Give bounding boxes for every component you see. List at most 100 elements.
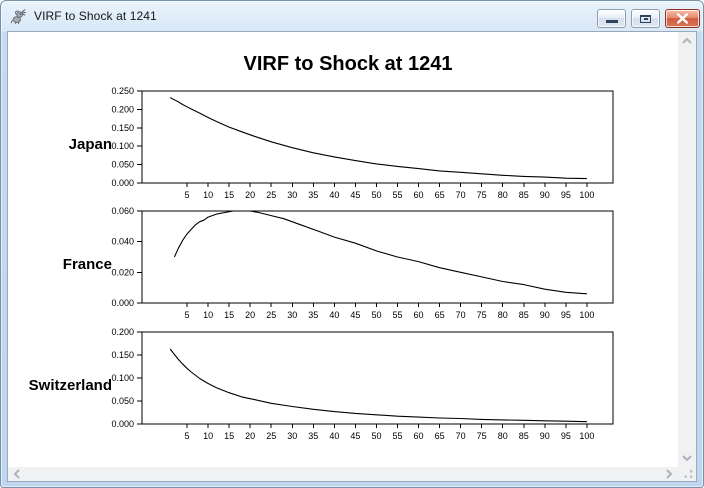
maximize-button[interactable]: [631, 9, 660, 28]
x-tick-label: 80: [498, 190, 508, 200]
x-tick-label: 20: [245, 431, 255, 441]
x-tick-label: 35: [308, 190, 318, 200]
horizontal-scrollbar[interactable]: [8, 467, 678, 481]
x-tick-label: 60: [414, 431, 424, 441]
series-line: [173, 210, 587, 295]
x-axis: 5 10 15 20 25 30 35 40 45 50 55 60 65 70 75 80 85 90 95 100: [185, 183, 594, 200]
x-tick-label: 90: [540, 190, 550, 200]
x-tick-label: 40: [329, 190, 339, 200]
resize-grip-icon[interactable]: [678, 467, 696, 481]
x-tick-label: 20: [245, 190, 255, 200]
x-tick-label: 5: [185, 310, 190, 320]
x-tick-label: 35: [308, 310, 318, 320]
x-tick-label: 70: [456, 190, 466, 200]
maximize-icon: [640, 14, 651, 23]
plot-box: [141, 331, 614, 425]
plot-box: [141, 210, 614, 304]
y-tick-label: 0.100: [111, 141, 134, 151]
chevron-left-icon[interactable]: [13, 468, 21, 480]
x-tick-label: 65: [435, 190, 445, 200]
x-axis: 5 10 15 20 25 30 35 40 45 50 55 60 65 70 75 80 85 90 95 100: [185, 303, 594, 320]
series-line: [169, 348, 587, 423]
y-axis: 0.000 0.020 0.040 0.060: [111, 206, 142, 308]
x-tick-label: 50: [371, 190, 381, 200]
x-tick-label: 30: [287, 431, 297, 441]
chart-switzerland: 0.000 0.050 0.100 0.150 0.200 5 10 15 20 25 30 35 40…: [111, 327, 614, 441]
y-tick-label: 0.100: [111, 373, 134, 383]
x-tick-label: 10: [203, 431, 213, 441]
graph-window-content: VIRF to Shock at 1241 Japan 0.000 0.050 0.…: [7, 31, 697, 482]
title-bar[interactable]: VIRF to Shock at 1241: [1, 1, 703, 31]
y-tick-label: 0.150: [111, 123, 134, 133]
x-tick-label: 20: [245, 310, 255, 320]
graph-canvas: VIRF to Shock at 1241 Japan 0.000 0.050 0.…: [8, 32, 678, 467]
plot-box: [141, 90, 614, 184]
series-line: [169, 97, 587, 180]
x-tick-label: 35: [308, 431, 318, 441]
chevron-up-icon[interactable]: [681, 37, 693, 45]
x-tick-label: 100: [579, 190, 594, 200]
x-tick-label: 70: [456, 310, 466, 320]
x-tick-label: 25: [266, 431, 276, 441]
x-tick-label: 75: [477, 190, 487, 200]
y-tick-label: 0.000: [111, 419, 134, 429]
row-label-france: France: [62, 256, 112, 273]
x-tick-label: 40: [329, 310, 339, 320]
x-tick-label: 85: [519, 431, 529, 441]
x-axis: 5 10 15 20 25 30 35 40 45 50 55 60 65 70 75 80 85 90 95 100: [185, 424, 594, 441]
chevron-down-icon[interactable]: [681, 454, 693, 462]
x-tick-label: 45: [350, 431, 360, 441]
x-tick-label: 10: [203, 310, 213, 320]
x-tick-label: 65: [435, 310, 445, 320]
x-tick-label: 75: [477, 431, 487, 441]
chevron-right-icon[interactable]: [665, 468, 673, 480]
x-tick-label: 55: [392, 190, 402, 200]
x-tick-label: 25: [266, 310, 276, 320]
x-tick-label: 95: [561, 190, 571, 200]
y-tick-label: 0.200: [111, 104, 134, 114]
x-tick-label: 60: [414, 190, 424, 200]
x-tick-label: 45: [350, 190, 360, 200]
x-tick-label: 30: [287, 190, 297, 200]
x-tick-label: 50: [371, 431, 381, 441]
minimize-button[interactable]: [597, 9, 626, 28]
window-controls: [597, 9, 700, 28]
x-tick-label: 40: [329, 431, 339, 441]
x-tick-label: 100: [579, 310, 594, 320]
y-axis: 0.000 0.050 0.100 0.150 0.200 0.250: [111, 86, 142, 188]
y-tick-label: 0.050: [111, 160, 134, 170]
y-tick-label: 0.000: [111, 178, 134, 188]
x-tick-label: 5: [185, 190, 190, 200]
x-tick-label: 5: [185, 431, 190, 441]
x-tick-label: 10: [203, 190, 213, 200]
x-tick-label: 80: [498, 310, 508, 320]
x-tick-label: 65: [435, 431, 445, 441]
x-tick-label: 25: [266, 190, 276, 200]
x-tick-label: 15: [224, 310, 234, 320]
y-tick-label: 0.200: [111, 327, 134, 337]
y-tick-label: 0.250: [111, 86, 134, 96]
x-tick-label: 50: [371, 310, 381, 320]
x-tick-label: 90: [540, 431, 550, 441]
window-title: VIRF to Shock at 1241: [34, 8, 157, 23]
y-tick-label: 0.060: [111, 206, 134, 216]
x-tick-label: 80: [498, 431, 508, 441]
y-tick-label: 0.020: [111, 267, 134, 277]
x-tick-label: 55: [392, 431, 402, 441]
y-axis: 0.000 0.050 0.100 0.150 0.200: [111, 327, 142, 429]
x-tick-label: 95: [561, 310, 571, 320]
x-tick-label: 30: [287, 310, 297, 320]
row-label-switzerland: Switzerland: [28, 377, 112, 394]
x-tick-label: 15: [224, 190, 234, 200]
vertical-scrollbar[interactable]: [678, 32, 696, 467]
x-tick-label: 100: [579, 431, 594, 441]
x-tick-label: 95: [561, 431, 571, 441]
x-tick-label: 70: [456, 431, 466, 441]
chart-japan: 0.000 0.050 0.100 0.150 0.200 0.250 5 10 15 20 25 3…: [111, 86, 614, 200]
y-tick-label: 0.000: [111, 298, 134, 308]
x-tick-label: 85: [519, 310, 529, 320]
row-label-japan: Japan: [68, 136, 112, 153]
close-button[interactable]: [665, 9, 700, 28]
